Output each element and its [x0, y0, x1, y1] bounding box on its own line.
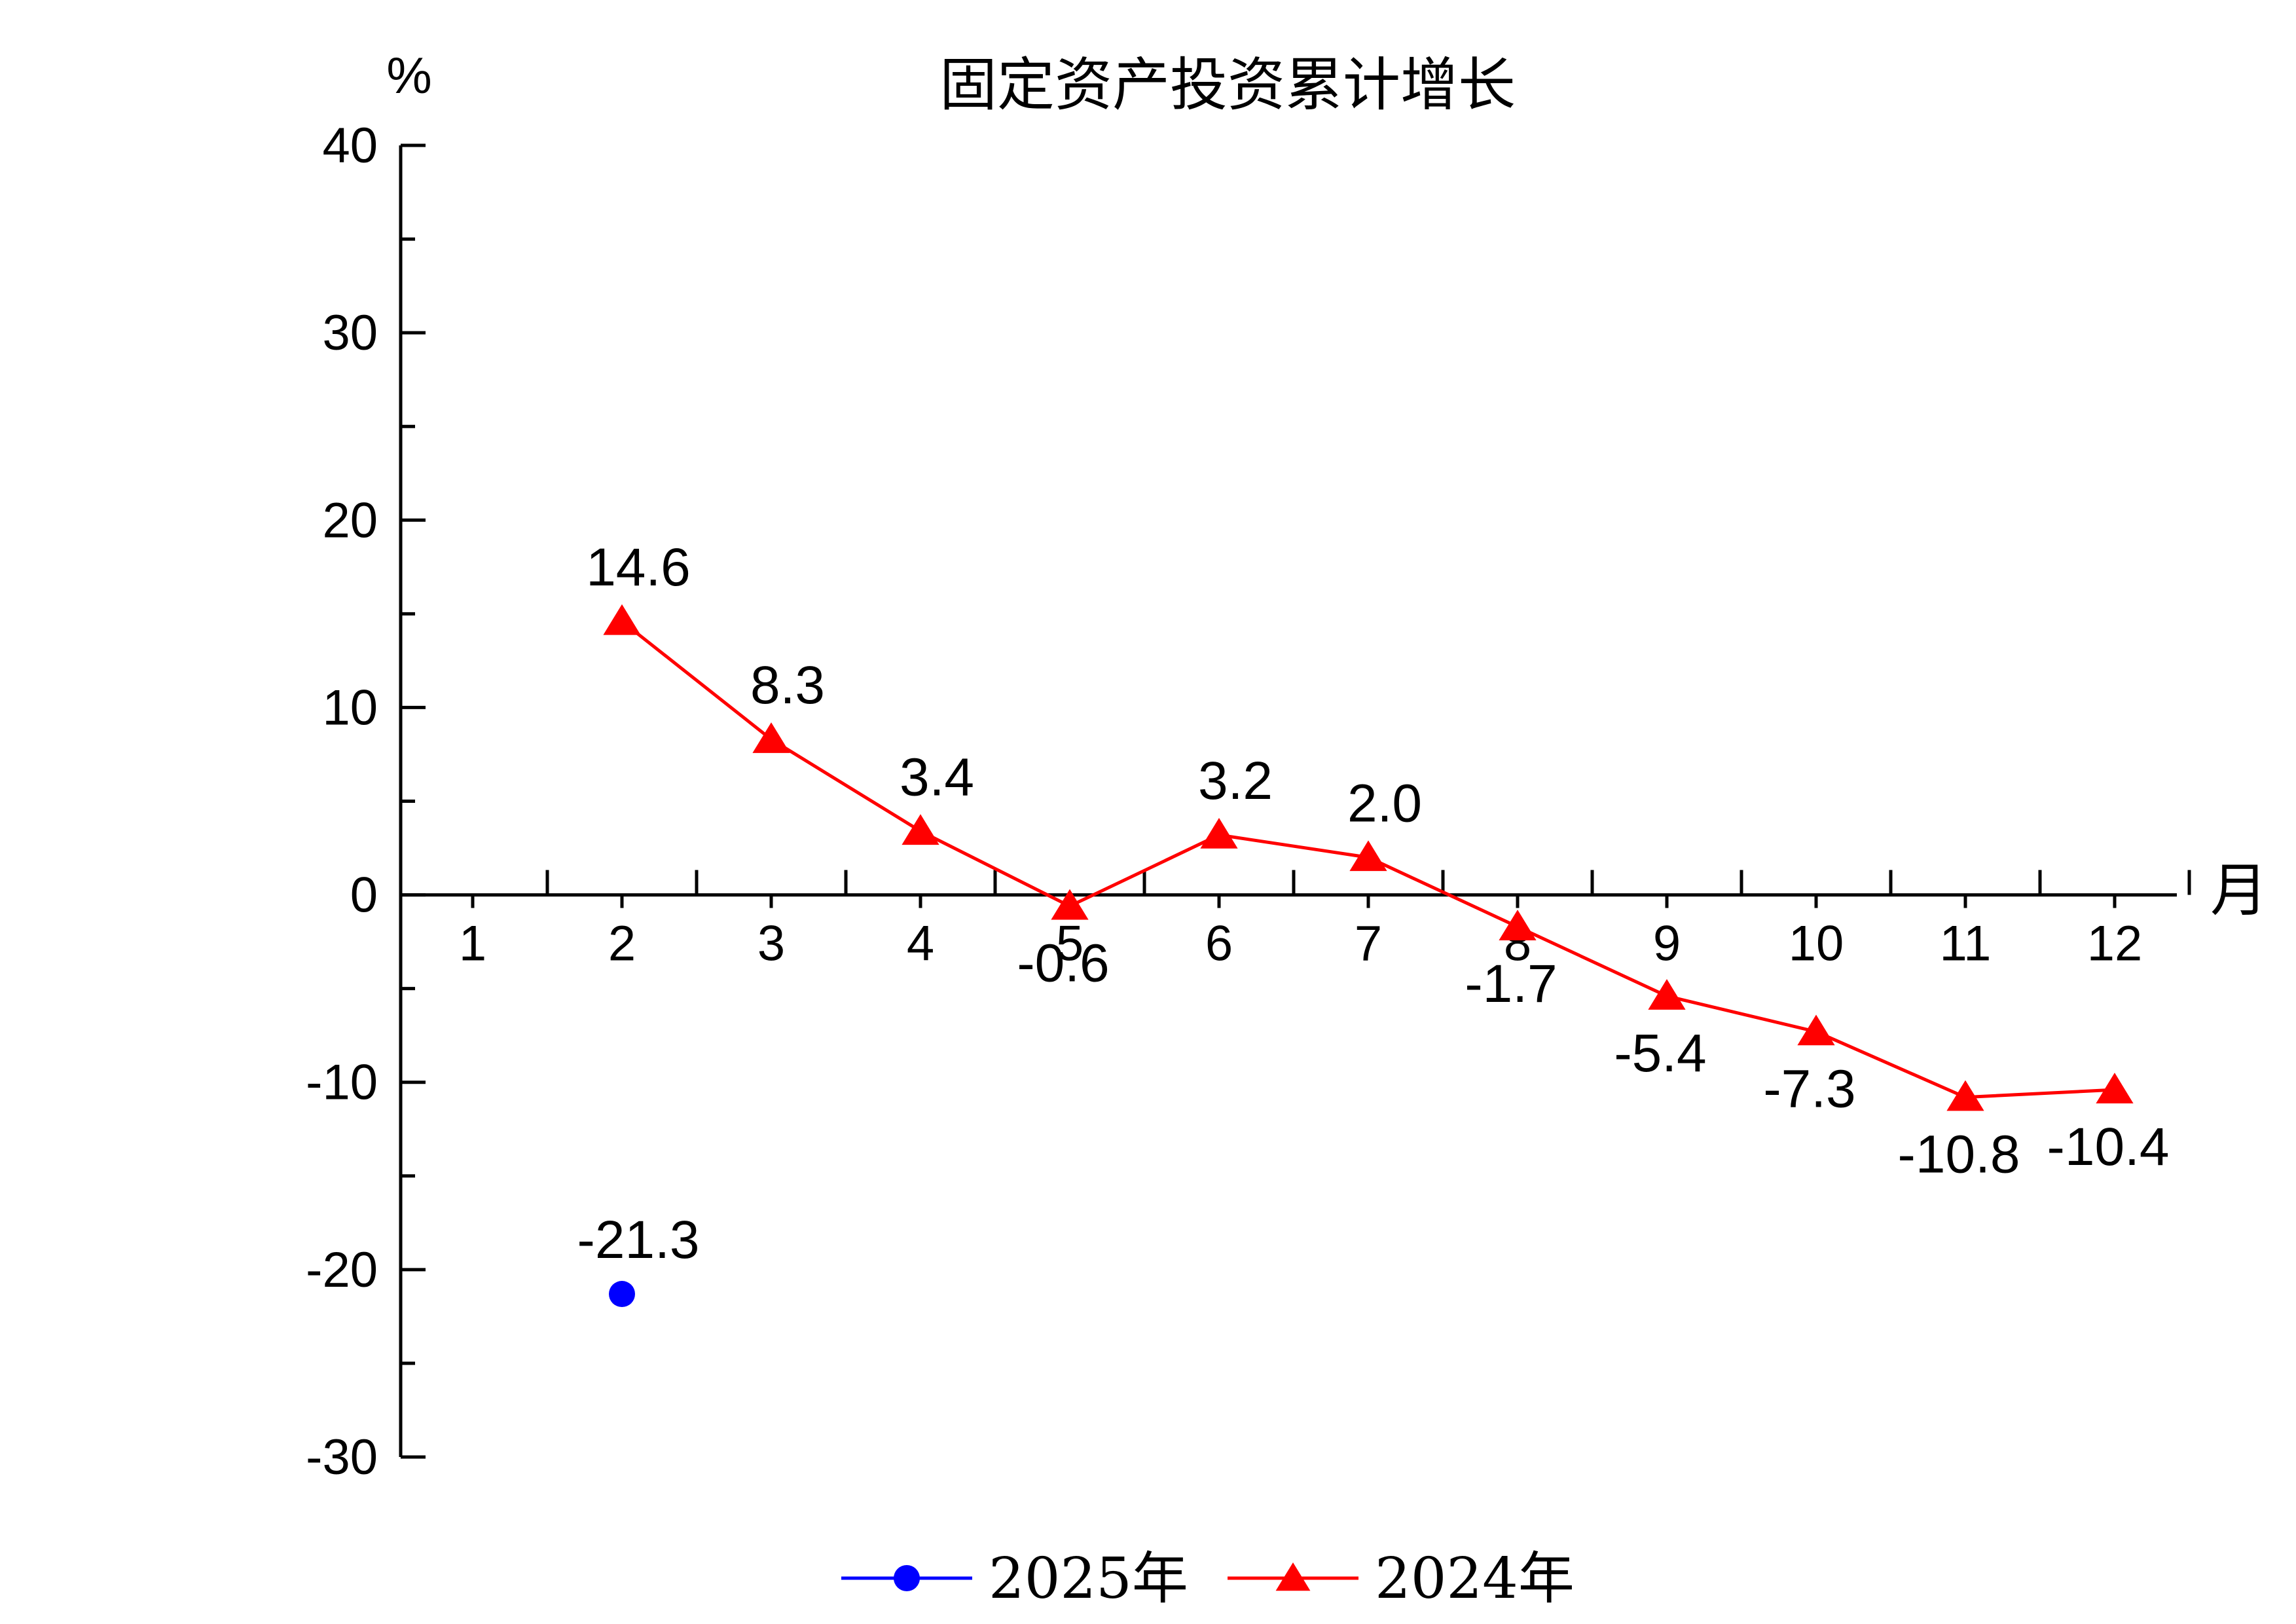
legend-item: 2024年 [1228, 1546, 1575, 1612]
data-label: 3.2 [1198, 751, 1273, 811]
y-tick-label: -30 [306, 1430, 378, 1485]
x-tick-label: 1 [459, 916, 486, 972]
x-tick-label: 5 [1056, 916, 1084, 972]
data-label: -10.8 [1898, 1125, 2020, 1185]
y-tick-label: 10 [322, 680, 378, 735]
y-tick-label: 30 [322, 305, 378, 361]
data-label: -5.4 [1614, 1024, 1706, 1083]
x-tick-label: 3 [757, 916, 785, 972]
data-point [1797, 1014, 1835, 1046]
data-point [902, 814, 939, 845]
data-point [609, 1281, 635, 1308]
y-tick-label: 40 [322, 118, 378, 174]
x-tick-label: 11 [1940, 916, 1992, 972]
x-tick-label: 7 [1355, 916, 1382, 972]
data-label: 3.4 [900, 747, 974, 807]
data-label: -0.6 [1017, 934, 1109, 993]
axes [399, 143, 2191, 1459]
legend-label: 2024年 [1375, 1546, 1575, 1612]
y-tick-label: -20 [306, 1242, 378, 1298]
y-tick-labels: 40 30 20 10 0 -10 -20 -30 [306, 118, 378, 1485]
series-a: -21.3 [577, 1210, 700, 1308]
legend-marker [894, 1565, 920, 1591]
series-layer: -21.3 14.6 8.3 3.4 -0.6 3.2 2.0 -1.7 -5.4 -7.3 -10… [577, 538, 2169, 1308]
data-label: -10.4 [2047, 1117, 2170, 1177]
legend-item: 2025年 [841, 1546, 1188, 1612]
x-tick-label: 10 [1789, 916, 1844, 972]
data-label: 2.0 [1347, 773, 1422, 833]
data-label: 14.6 [586, 538, 691, 597]
x-tick-label: 9 [1653, 916, 1681, 972]
y-axis-unit: % [386, 46, 431, 104]
data-point [1051, 889, 1089, 920]
series-b: 14.6 8.3 3.4 -0.6 3.2 2.0 -1.7 -5.4 -7.3 -10.8 -10… [586, 538, 2169, 1185]
legend-label: 2025年 [989, 1546, 1188, 1612]
data-label: -21.3 [577, 1210, 700, 1270]
chart-title: 固定资产投资累计增长 [939, 51, 1516, 119]
data-label: -1.7 [1465, 954, 1557, 1014]
x-axis-unit: 月 [2210, 857, 2268, 924]
data-point [752, 722, 790, 753]
y-tick-label: -10 [306, 1055, 378, 1111]
data-point [1946, 1080, 1984, 1111]
x-tick-label: 12 [2087, 916, 2143, 972]
data-point [1648, 979, 1686, 1010]
data-point [1349, 840, 1387, 872]
x-tick-label: 4 [907, 916, 934, 972]
legend: 2025年 2024年 [841, 1546, 1575, 1612]
data-point [1200, 818, 1238, 849]
x-tick-label: 6 [1205, 916, 1233, 972]
x-tick-labels: 1 2 3 4 5 6 7 8 9 10 11 12 [459, 916, 2142, 972]
data-label: -7.3 [1763, 1059, 1855, 1118]
data-point [1499, 910, 1537, 941]
y-tick-label: 0 [350, 868, 378, 923]
x-tick-label: 2 [608, 916, 636, 972]
y-tick-label: 20 [322, 492, 378, 548]
data-label: 8.3 [750, 655, 825, 715]
legend-marker [1275, 1562, 1311, 1591]
data-point [2096, 1073, 2134, 1103]
data-point [603, 604, 641, 635]
